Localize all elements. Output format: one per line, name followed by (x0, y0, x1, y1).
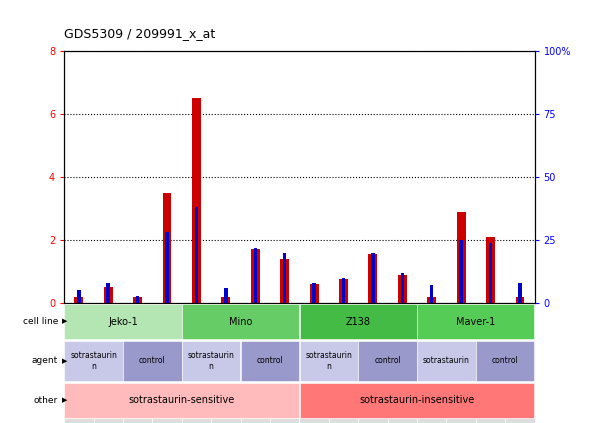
Bar (195, 207, 198, 303)
Text: control: control (374, 357, 401, 365)
Bar (283, 253, 287, 303)
Text: ▶: ▶ (62, 319, 68, 324)
Bar (299, 304, 417, 339)
Bar (486, 237, 495, 303)
Bar (75, 297, 83, 303)
Bar (299, 341, 358, 381)
Text: ▶: ▶ (62, 358, 68, 364)
Bar (192, 98, 201, 303)
Bar (64, 304, 181, 339)
Bar (417, 341, 475, 381)
Bar (254, 247, 257, 303)
Bar (270, 303, 299, 423)
Bar (387, 303, 417, 423)
Bar (447, 303, 476, 423)
Bar (456, 212, 466, 303)
Bar (241, 341, 299, 381)
Bar (476, 341, 535, 381)
Text: sotrastaurin
n: sotrastaurin n (188, 351, 235, 371)
Bar (152, 303, 182, 423)
Bar (64, 303, 93, 423)
Bar (211, 303, 241, 423)
Bar (182, 341, 240, 381)
Bar (417, 303, 447, 423)
Bar (104, 287, 112, 303)
Bar (401, 273, 404, 303)
Text: Mino: Mino (229, 316, 252, 327)
Bar (241, 303, 270, 423)
Text: Z138: Z138 (346, 316, 371, 327)
Bar (123, 303, 152, 423)
Text: Jeko-1: Jeko-1 (108, 316, 138, 327)
Text: control: control (492, 357, 519, 365)
Text: sotrastaurin-insensitive: sotrastaurin-insensitive (359, 396, 475, 405)
Text: GDS5309 / 209991_x_at: GDS5309 / 209991_x_at (64, 27, 216, 40)
Bar (221, 297, 230, 303)
Bar (427, 297, 436, 303)
Bar (358, 303, 387, 423)
Bar (280, 259, 289, 303)
Bar (163, 193, 172, 303)
Bar (299, 303, 329, 423)
Text: ▶: ▶ (62, 397, 68, 404)
Bar (93, 303, 123, 423)
Bar (136, 296, 139, 303)
Bar (312, 283, 316, 303)
Bar (417, 304, 535, 339)
Bar (299, 383, 535, 418)
Bar (516, 297, 524, 303)
Bar (459, 240, 463, 303)
Bar (329, 303, 358, 423)
Bar (77, 291, 81, 303)
Bar (310, 284, 318, 303)
Bar (518, 283, 522, 303)
Text: sotrastaurin
n: sotrastaurin n (306, 351, 352, 371)
Bar (398, 275, 407, 303)
Text: control: control (139, 357, 166, 365)
Bar (251, 250, 260, 303)
Text: agent: agent (32, 357, 58, 365)
Bar (342, 278, 345, 303)
Text: sotrastaurin-sensitive: sotrastaurin-sensitive (129, 396, 235, 405)
Bar (430, 286, 433, 303)
Bar (476, 303, 505, 423)
Bar (505, 303, 535, 423)
Bar (339, 280, 348, 303)
Bar (64, 383, 299, 418)
Bar (106, 283, 110, 303)
Bar (182, 303, 211, 423)
Text: sotrastaurin
n: sotrastaurin n (70, 351, 117, 371)
Text: sotrastaurin: sotrastaurin (423, 357, 470, 365)
Text: Maver-1: Maver-1 (456, 316, 496, 327)
Bar (166, 233, 169, 303)
Bar (123, 341, 181, 381)
Bar (371, 253, 375, 303)
Bar (133, 297, 142, 303)
Bar (359, 341, 417, 381)
Bar (182, 304, 299, 339)
Bar (368, 254, 378, 303)
Text: control: control (257, 357, 284, 365)
Text: cell line: cell line (23, 317, 58, 326)
Bar (64, 341, 123, 381)
Bar (489, 242, 492, 303)
Bar (224, 288, 228, 303)
Text: other: other (34, 396, 58, 405)
